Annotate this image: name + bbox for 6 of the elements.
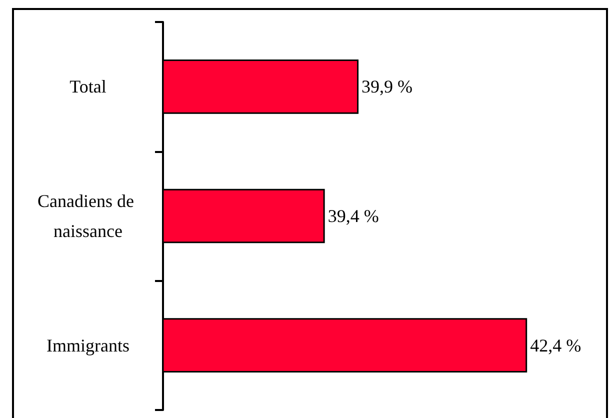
data-label: 39,9 % xyxy=(362,76,413,97)
y-tick-label: Canadiens de naissance xyxy=(38,191,138,241)
data-label: 39,4 % xyxy=(328,206,379,226)
y-tick-label: Total xyxy=(70,76,106,97)
y-tick-label: Immigrants xyxy=(46,335,130,356)
data-label: 42,4 % xyxy=(530,335,582,356)
